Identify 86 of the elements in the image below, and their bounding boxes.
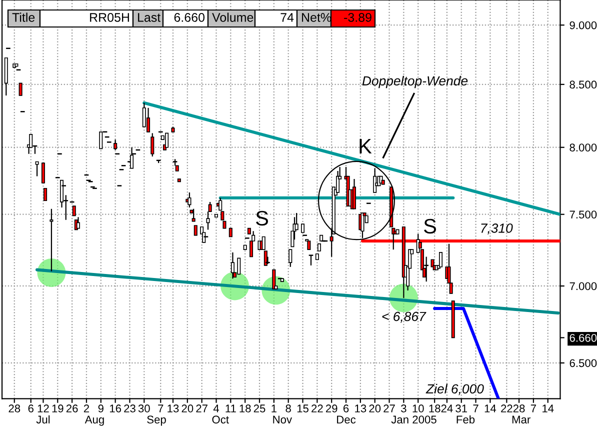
candlestick: [76, 216, 80, 229]
candlestick: [50, 208, 54, 272]
x-tick-label: 3: [401, 404, 406, 412]
y-tick-label: 7.000: [570, 282, 597, 290]
candlestick: [74, 219, 78, 230]
x-tick-label: 20: [369, 404, 381, 412]
x-tick-label: 10: [412, 404, 424, 412]
x-tick-label: 7: [158, 404, 164, 412]
annotation: Net%: [302, 13, 332, 22]
x-tick-label: 18: [429, 404, 440, 412]
x-tick-label: 22: [501, 404, 512, 412]
candlestick: [41, 162, 45, 184]
x-tick-label: 22: [312, 404, 323, 412]
x-tick-label: 9: [98, 404, 104, 412]
x-tick-label: 25: [254, 404, 266, 412]
x-tick-label: 28: [8, 404, 20, 412]
x-tick-label: 6: [28, 404, 34, 412]
x-tick-label: 19: [52, 404, 64, 412]
candlestick: [194, 225, 198, 236]
x2-tick-label: Dec: [337, 416, 356, 424]
x-tick-label: 13: [168, 404, 179, 412]
candlestick: [44, 188, 48, 202]
x-tick-label: 20: [182, 404, 194, 412]
annotation: S: [256, 210, 268, 226]
annotation: Last: [138, 13, 161, 22]
candlestick: [237, 258, 241, 275]
x-tick-label: 27: [196, 404, 208, 412]
annotation: 74: [280, 13, 294, 22]
x-tick-label: 2: [84, 404, 90, 412]
x-tick-label: 30: [138, 404, 150, 412]
x-tick-label: 15: [297, 404, 308, 412]
x-tick-label: 29: [326, 404, 338, 412]
y-tick-label: 7.500: [570, 210, 597, 218]
x-tick-label: 7: [473, 404, 478, 412]
y-tick-label: 8.500: [570, 80, 597, 89]
x-tick-label: 14: [484, 404, 496, 412]
annotation: Volume: [212, 12, 254, 22]
x2-tick-label: Oct: [212, 416, 229, 424]
x-tick-label: 18: [240, 404, 251, 412]
x-tick-label: 26: [66, 404, 78, 412]
x-tick-label: 12: [38, 404, 49, 412]
x2-tick-label: Jan 2005: [391, 416, 436, 424]
candlestick: [72, 206, 76, 216]
x-tick-label: 6: [343, 404, 349, 412]
candlestick: [146, 107, 150, 132]
annotation: Doppeltop-Wende: [362, 76, 468, 88]
x-tick-label: 4: [213, 404, 220, 412]
annotation: 7,310: [481, 223, 513, 234]
x2-tick-label: Mar: [512, 416, 530, 424]
candlestick: [150, 132, 154, 158]
x-tick-label: 16: [110, 404, 122, 412]
annotation: Ziel 6,000: [426, 384, 484, 396]
x-tick-label: 27: [384, 404, 395, 412]
annotation: 6.660: [174, 13, 205, 22]
text: RR05H: [90, 13, 129, 22]
candlestick: [99, 131, 103, 150]
annotation: S: [424, 218, 436, 234]
annotation: Title: [12, 12, 35, 22]
candlestick: [18, 82, 22, 96]
x-tick-label: 11: [226, 404, 236, 412]
candlestick: [35, 161, 39, 177]
candlestick: [165, 132, 169, 148]
x-tick-label: 1: [272, 404, 276, 412]
x2-tick-label: Sep: [147, 416, 166, 426]
x-tick-label: 31: [456, 404, 467, 412]
x-tick-label: 23: [124, 404, 136, 412]
candlestick: [352, 178, 356, 210]
annotation: K: [360, 139, 372, 154]
x2-tick-label: Nov: [273, 416, 292, 424]
x-tick-label: 13: [355, 404, 366, 412]
y-tick-label: 6.660: [570, 334, 597, 342]
y-tick-label: 9.000: [570, 21, 597, 30]
annotation: < 6,867: [382, 312, 426, 323]
x-tick-label: 8: [286, 404, 291, 412]
y-tick-label: 6.500: [570, 359, 597, 368]
annotation: -3.89: [344, 13, 372, 22]
x-tick-label: 14: [542, 404, 554, 412]
x-tick-label: 28: [513, 404, 525, 412]
x-tick-label: 24: [441, 404, 453, 412]
x2-tick-label: Jul: [36, 415, 50, 424]
y-tick-label: 8.000: [570, 144, 597, 152]
candlestick: [288, 249, 292, 268]
x2-tick-label: Aug: [84, 416, 104, 426]
candlestick: [114, 139, 118, 151]
x-tick-label: 7: [530, 404, 536, 412]
x2-tick-label: Feb: [456, 415, 475, 424]
